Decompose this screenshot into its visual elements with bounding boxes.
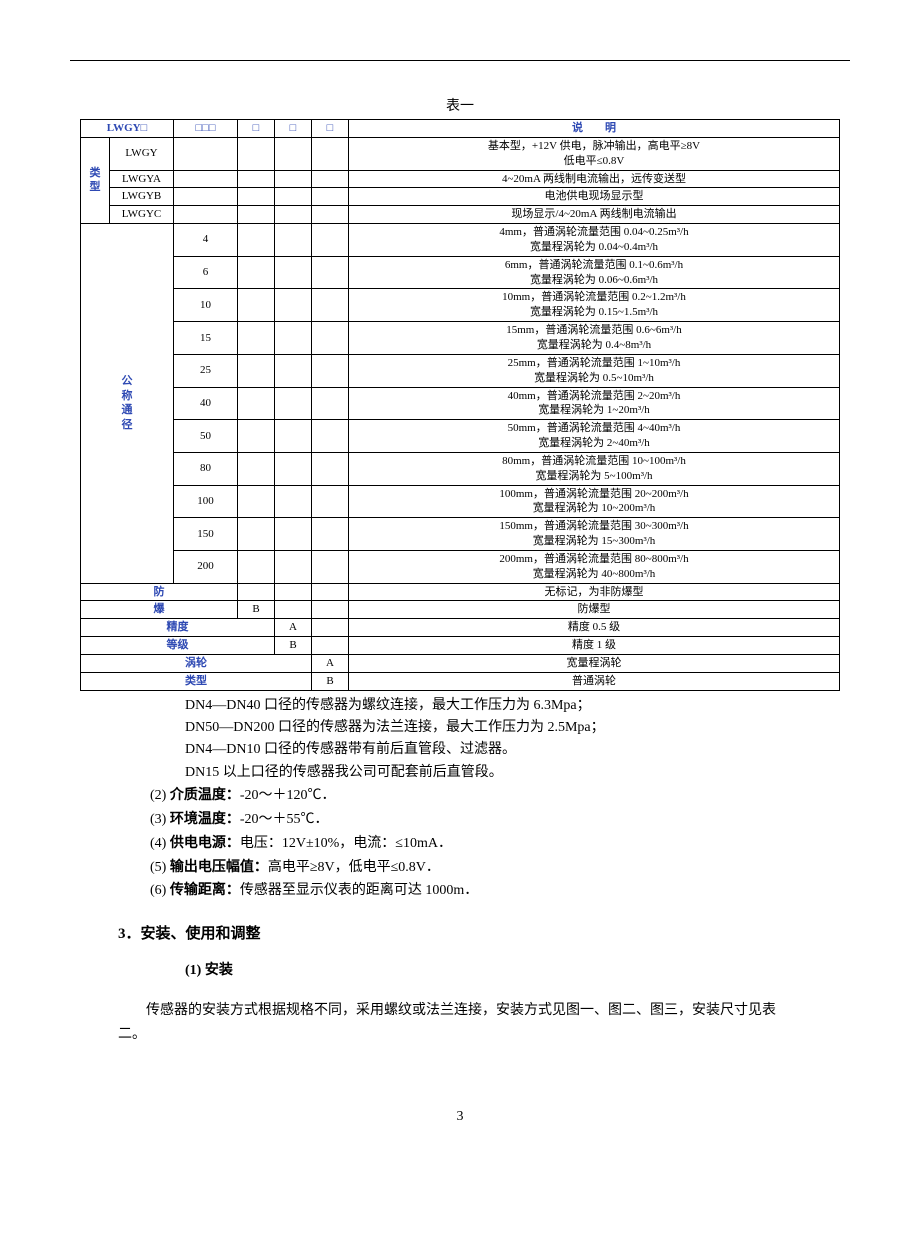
param-5: (5) 输出电压幅值：高电平≥8V，低电平≤0.8V． xyxy=(150,856,850,880)
param-2: (2) 介质温度：-20～＋120℃． xyxy=(150,784,850,808)
dn-row-0: 公称通径 4 4mm，普通涡轮流量范围 0.04~0.25m³/h宽量程涡轮为 … xyxy=(81,224,840,257)
dn-v-7: 80 xyxy=(174,452,238,485)
dn-d-9: 150mm，普通涡轮流量范围 30~300m³/h宽量程涡轮为 15~300m³… xyxy=(349,518,840,551)
hdr-c1: LWGY□ xyxy=(81,120,174,138)
type-code-2: LWGYB xyxy=(110,188,174,206)
dn-v-5: 40 xyxy=(174,387,238,420)
type-code-1: LWGYA xyxy=(110,170,174,188)
dn-row-8: 100 100mm，普通涡轮流量范围 20~200m³/h宽量程涡轮为 10~20… xyxy=(81,485,840,518)
ex-label-1: 防 xyxy=(81,583,238,601)
acc-label-2: 等级 xyxy=(81,637,275,655)
type-vlabel: 类型 xyxy=(81,137,110,223)
dn-d-7: 80mm，普通涡轮流量范围 10~100m³/h宽量程涡轮为 5~100m³/h xyxy=(349,452,840,485)
table-title: 表一 xyxy=(70,96,850,117)
page-top-rule xyxy=(70,60,850,61)
dn-vlabel: 公称通径 xyxy=(81,224,174,584)
note-4: DN15 以上口径的传感器我公司可配套前后直管段。 xyxy=(185,762,850,784)
acc-b-code: B xyxy=(275,637,312,655)
dn-row-1: 6 6mm，普通涡轮流量范围 0.1~0.6m³/h宽量程涡轮为 0.06~0.6… xyxy=(81,256,840,289)
hdr-c3: □ xyxy=(238,120,275,138)
tt-row-b: 类型 B 普通涡轮 xyxy=(81,672,840,690)
acc-a-desc: 精度 0.5 级 xyxy=(349,619,840,637)
type-row-2: LWGYB 电池供电现场显示型 xyxy=(81,188,840,206)
type-desc-1: 4~20mA 两线制电流输出，远传变送型 xyxy=(349,170,840,188)
note-1: DN4—DN40 口径的传感器为螺纹连接，最大工作压力为 6.3Mpa； xyxy=(185,695,850,717)
dn-row-6: 50 50mm，普通涡轮流量范围 4~40m³/h宽量程涡轮为 2~40m³/h xyxy=(81,420,840,453)
dn-d-2: 10mm，普通涡轮流量范围 0.2~1.2m³/h宽量程涡轮为 0.15~1.5… xyxy=(349,289,840,322)
ex-row-b: 爆 B 防爆型 xyxy=(81,601,840,619)
dn-d-3: 15mm，普通涡轮流量范围 0.6~6m³/h宽量程涡轮为 0.4~8m³/h xyxy=(349,322,840,355)
hdr-c5: □ xyxy=(312,120,349,138)
dn-d-6: 50mm，普通涡轮流量范围 4~40m³/h宽量程涡轮为 2~40m³/h xyxy=(349,420,840,453)
spec-table: LWGY□ □□□ □ □ □ 说 明 类型 LWGY 基本型，+12V 供电，… xyxy=(80,119,840,691)
dn-v-3: 15 xyxy=(174,322,238,355)
body-paragraph-1: 传感器的安装方式根据规格不同，采用螺纹或法兰连接，安装方式见图一、图二、图三，安… xyxy=(118,999,802,1047)
dn-v-4: 25 xyxy=(174,354,238,387)
ex-row-none: 防 无标记，为非防爆型 xyxy=(81,583,840,601)
type-row-0: 类型 LWGY 基本型，+12V 供电，脉冲输出，高电平≥8V低电平≤0.8V xyxy=(81,137,840,170)
dn-v-0: 4 xyxy=(174,224,238,257)
param-4: (4) 供电电源：电压：12V±10%，电流：≤10mA． xyxy=(150,832,850,856)
dn-row-9: 150 150mm，普通涡轮流量范围 30~300m³/h宽量程涡轮为 15~30… xyxy=(81,518,840,551)
dn-v-10: 200 xyxy=(174,550,238,583)
hdr-desc: 说 明 xyxy=(349,120,840,138)
acc-label-1: 精度 xyxy=(81,619,275,637)
dn-row-5: 40 40mm，普通涡轮流量范围 2~20m³/h宽量程涡轮为 1~20m³/h xyxy=(81,387,840,420)
tt-label-2: 类型 xyxy=(81,672,312,690)
tt-a-code: A xyxy=(312,655,349,673)
acc-a-code: A xyxy=(275,619,312,637)
dn-v-1: 6 xyxy=(174,256,238,289)
dn-d-5: 40mm，普通涡轮流量范围 2~20m³/h宽量程涡轮为 1~20m³/h xyxy=(349,387,840,420)
type-code-3: LWGYC xyxy=(110,206,174,224)
dn-v-6: 50 xyxy=(174,420,238,453)
dn-d-1: 6mm，普通涡轮流量范围 0.1~0.6m³/h宽量程涡轮为 0.06~0.6m… xyxy=(349,256,840,289)
subsection-1: (1) 安装 xyxy=(185,960,850,981)
note-3: DN4—DN10 口径的传感器带有前后直管段、过滤器。 xyxy=(185,739,850,761)
type-row-3: LWGYC 现场显示/4~20mA 两线制电流输出 xyxy=(81,206,840,224)
tt-row-a: 涡轮 A 宽量程涡轮 xyxy=(81,655,840,673)
ex-b-desc: 防爆型 xyxy=(349,601,840,619)
section-heading-3: 3．安装、使用和调整 xyxy=(118,923,850,946)
type-row-1: LWGYA 4~20mA 两线制电流输出，远传变送型 xyxy=(81,170,840,188)
ex-b-code: B xyxy=(238,601,275,619)
dn-row-3: 15 15mm，普通涡轮流量范围 0.6~6m³/h宽量程涡轮为 0.4~8m³/… xyxy=(81,322,840,355)
dn-d-0: 4mm，普通涡轮流量范围 0.04~0.25m³/h宽量程涡轮为 0.04~0.… xyxy=(349,224,840,257)
type-code-0: LWGY xyxy=(110,137,174,170)
type-desc-3: 现场显示/4~20mA 两线制电流输出 xyxy=(349,206,840,224)
dn-d-4: 25mm，普通涡轮流量范围 1~10m³/h宽量程涡轮为 0.5~10m³/h xyxy=(349,354,840,387)
param-3: (3) 环境温度：-20～＋55℃． xyxy=(150,808,850,832)
dn-row-7: 80 80mm，普通涡轮流量范围 10~100m³/h宽量程涡轮为 5~100m³… xyxy=(81,452,840,485)
dn-v-2: 10 xyxy=(174,289,238,322)
page-number: 3 xyxy=(70,1106,850,1127)
hdr-c4: □ xyxy=(275,120,312,138)
dn-d-8: 100mm，普通涡轮流量范围 20~200m³/h宽量程涡轮为 10~200m³… xyxy=(349,485,840,518)
tt-b-code: B xyxy=(312,672,349,690)
dn-v-8: 100 xyxy=(174,485,238,518)
tt-a-desc: 宽量程涡轮 xyxy=(349,655,840,673)
acc-b-desc: 精度 1 级 xyxy=(349,637,840,655)
notes-block: DN4—DN40 口径的传感器为螺纹连接，最大工作压力为 6.3Mpa； DN5… xyxy=(185,695,850,785)
param-6: (6) 传输距离：传感器至显示仪表的距离可达 1000m． xyxy=(150,879,850,903)
ex-label-2: 爆 xyxy=(81,601,238,619)
tt-label-1: 涡轮 xyxy=(81,655,312,673)
acc-row-a: 精度 A 精度 0.5 级 xyxy=(81,619,840,637)
dn-row-10: 200 200mm，普通涡轮流量范围 80~800m³/h宽量程涡轮为 40~80… xyxy=(81,550,840,583)
note-2: DN50—DN200 口径的传感器为法兰连接，最大工作压力为 2.5Mpa； xyxy=(185,717,850,739)
ex-none-desc: 无标记，为非防爆型 xyxy=(349,583,840,601)
acc-row-b: 等级 B 精度 1 级 xyxy=(81,637,840,655)
dn-row-4: 25 25mm，普通涡轮流量范围 1~10m³/h宽量程涡轮为 0.5~10m³/… xyxy=(81,354,840,387)
tt-b-desc: 普通涡轮 xyxy=(349,672,840,690)
dn-d-10: 200mm，普通涡轮流量范围 80~800m³/h宽量程涡轮为 40~800m³… xyxy=(349,550,840,583)
table-header-row: LWGY□ □□□ □ □ □ 说 明 xyxy=(81,120,840,138)
dn-v-9: 150 xyxy=(174,518,238,551)
hdr-c2: □□□ xyxy=(174,120,238,138)
dn-row-2: 10 10mm，普通涡轮流量范围 0.2~1.2m³/h宽量程涡轮为 0.15~1… xyxy=(81,289,840,322)
type-desc-2: 电池供电现场显示型 xyxy=(349,188,840,206)
params-block: (2) 介质温度：-20～＋120℃． (3) 环境温度：-20～＋55℃． (… xyxy=(150,784,850,903)
type-desc-0: 基本型，+12V 供电，脉冲输出，高电平≥8V低电平≤0.8V xyxy=(349,137,840,170)
